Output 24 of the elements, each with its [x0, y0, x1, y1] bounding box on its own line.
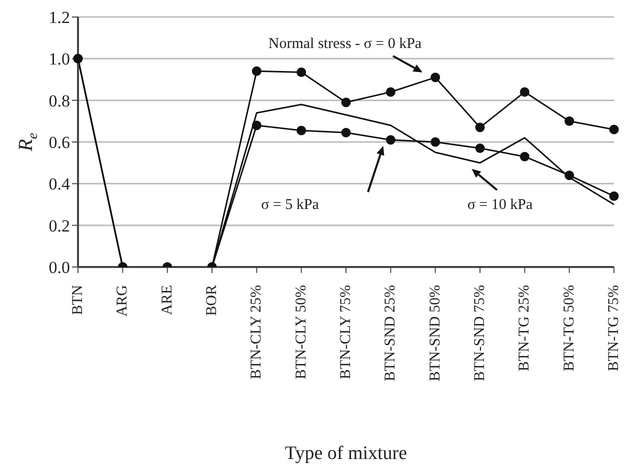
- x-tick-label: ARE: [159, 285, 176, 315]
- x-tick-label: BTN-TG 25%: [516, 285, 533, 372]
- y-tick-label: 0.2: [48, 216, 70, 236]
- x-tick-label: BTN-CLY 75%: [338, 285, 354, 380]
- series-label: σ = 5 kPa: [261, 197, 320, 213]
- x-tick-label: BOR: [204, 285, 220, 316]
- legend-label: σ = 10 kPa: [467, 197, 533, 213]
- y-tick-label: 0.8: [48, 91, 70, 110]
- y-tick-label: 0.4: [48, 174, 70, 194]
- x-tick-label: BTN-TG 50%: [561, 285, 578, 372]
- x-axis-title: Type of mixture: [284, 443, 408, 464]
- y-tick-label: 0.6: [48, 133, 70, 152]
- x-tick-label: BTN-SND 75%: [472, 285, 488, 382]
- series-label: Normal stress - σ = 0 kPa: [268, 36, 422, 52]
- y-tick-label: 1.2: [48, 8, 70, 28]
- y-tick-label: 1.0: [48, 50, 70, 69]
- x-tick-label: BTN-CLY 25%: [248, 285, 265, 380]
- x-tick-label: BTN-SND 25%: [382, 285, 399, 382]
- x-tick-label: BTN: [70, 284, 86, 315]
- x-tick-label: BTN-CLY 50%: [293, 285, 310, 380]
- y-tick-label: 0.0: [48, 258, 70, 278]
- x-tick-label: BTN-TG 75%: [606, 285, 622, 372]
- x-tick-label: ARG: [114, 284, 131, 317]
- x-tick-label: BTN-SND 50%: [427, 285, 444, 382]
